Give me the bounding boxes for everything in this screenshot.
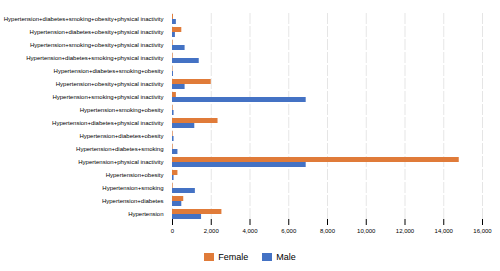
svg-text:Hypertension+diabetes+physical: Hypertension+diabetes+physical inactivit… <box>52 120 163 126</box>
svg-text:12,000: 12,000 <box>396 228 415 234</box>
svg-text:Hypertension+diabetes+smoking+: Hypertension+diabetes+smoking+obesity <box>54 68 164 74</box>
svg-text:Hypertension+smoking: Hypertension+smoking <box>102 185 163 191</box>
svg-text:Hypertension+obesity+physical: Hypertension+obesity+physical inactivity <box>56 81 164 87</box>
svg-text:4,000: 4,000 <box>242 228 258 234</box>
svg-text:14,000: 14,000 <box>435 228 454 234</box>
svg-text:Hypertension+smoking+obesity+p: Hypertension+smoking+obesity+physical in… <box>30 42 164 48</box>
svg-text:Hypertension+obesity: Hypertension+obesity <box>106 172 164 178</box>
svg-text:Hypertension+diabetes+smoking+: Hypertension+diabetes+smoking+obesity+ph… <box>4 16 164 22</box>
svg-text:16,000: 16,000 <box>473 228 492 234</box>
svg-text:6,000: 6,000 <box>281 228 297 234</box>
svg-text:Hypertension+physical inactivi: Hypertension+physical inactivity <box>78 159 163 165</box>
svg-text:Hypertension+smoking+obesity: Hypertension+smoking+obesity <box>80 107 164 113</box>
svg-text:Hypertension+diabetes+smoking+: Hypertension+diabetes+smoking+physical i… <box>26 55 163 61</box>
svg-text:Hypertension+diabetes: Hypertension+diabetes <box>102 198 164 204</box>
svg-text:0: 0 <box>171 228 175 234</box>
svg-text:Hypertension+diabetes+obesity: Hypertension+diabetes+obesity <box>79 133 163 139</box>
svg-text:10,000: 10,000 <box>357 228 376 234</box>
svg-text:Hypertension: Hypertension <box>128 211 163 217</box>
svg-text:8,000: 8,000 <box>320 228 336 234</box>
svg-text:Hypertension+diabetes+obesity+: Hypertension+diabetes+obesity+physical i… <box>30 29 164 35</box>
svg-text:Hypertension+diabetes+smoking: Hypertension+diabetes+smoking <box>76 146 163 152</box>
html-text:Female: Female <box>218 252 249 262</box>
svg-text:2,000: 2,000 <box>204 228 220 234</box>
html-text:Male: Male <box>276 252 296 262</box>
svg-text:Hypertension+smoking+physical: Hypertension+smoking+physical inactivity <box>52 94 163 100</box>
